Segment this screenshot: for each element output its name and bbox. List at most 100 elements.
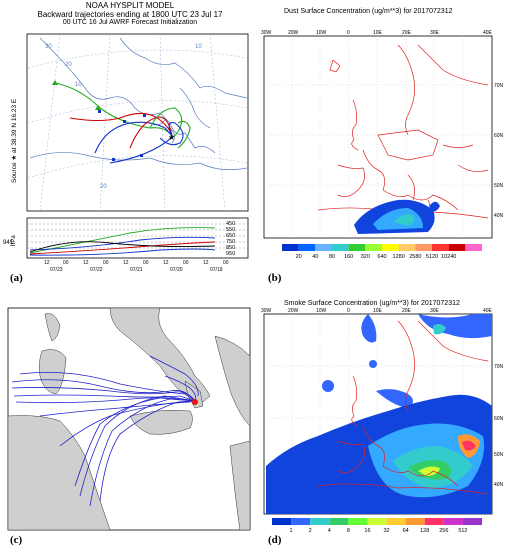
panel-b-label: (b) <box>268 272 282 284</box>
lon-label: 10W <box>316 30 327 36</box>
legend-swatch <box>382 244 399 251</box>
date-tick: 07/23 <box>50 267 63 273</box>
panel-a-source-label: Source ★ at 38.39 N 16.23 E <box>10 98 18 183</box>
legend-label: 640 <box>377 254 386 260</box>
lon-label: 30W <box>261 308 272 314</box>
lat-label: 50N <box>494 183 504 189</box>
legend-label: 128 <box>420 528 429 534</box>
legend-swatch <box>282 244 299 251</box>
hour-tick: 00 <box>223 260 229 266</box>
pressure-tick-850: 850 <box>226 245 235 251</box>
lon-label: 0 <box>347 30 350 36</box>
hour-tick: 12 <box>163 260 169 266</box>
lon-label: 10W <box>316 308 327 314</box>
lon-label: 20W <box>288 308 299 314</box>
panel-a-title-1: NOAA HYSPLIT MODEL <box>85 1 175 10</box>
legend-swatch <box>462 518 482 525</box>
lat-label: 50N <box>494 452 504 458</box>
legend-swatch <box>348 518 368 525</box>
date-tick: 07/20 <box>170 267 183 273</box>
legend-label: 5120 <box>426 254 438 260</box>
legend-swatch <box>398 244 416 251</box>
panel-a-map: 30 20 10 10 20 ★ Source ★ at 38.39 N 16.… <box>3 33 249 273</box>
legend-label: 320 <box>361 254 370 260</box>
legend-label: 4 <box>328 528 331 534</box>
lat-label: 40N <box>494 482 504 488</box>
lon-label: 30W <box>261 30 272 36</box>
lon-label: 20E <box>402 30 412 36</box>
legend-label: 10240 <box>441 254 456 260</box>
panel-c-label: (c) <box>10 534 23 546</box>
lon-label: 40E <box>483 308 493 314</box>
legend-swatch <box>432 244 449 251</box>
legend-swatch <box>272 518 292 525</box>
legend-swatch <box>443 518 463 525</box>
panel-a-map-label-4: 10 <box>195 44 202 50</box>
pressure-tick-750: 750 <box>226 239 235 245</box>
panel-a-title-2: Backward trajectories ending at 1800 UTC… <box>37 10 223 19</box>
panel-b-map: 30W 20W 10W 0 10E 20E 30E 40E 70N 60N 50… <box>261 30 504 260</box>
panel-a-map-label-1: 30 <box>45 44 52 50</box>
legend-label: 1280 <box>393 254 405 260</box>
date-tick: 07/21 <box>130 267 143 273</box>
hour-tick: 00 <box>183 260 189 266</box>
legend-swatch <box>367 518 387 525</box>
svg-text:★: ★ <box>168 133 175 142</box>
panel-a-left-value: 941 <box>3 240 14 246</box>
legend-swatch <box>405 518 425 525</box>
legend-label: 20 <box>296 254 302 260</box>
panel-d-title: Smoke Surface Concentration (ug/m**3) fo… <box>284 300 460 307</box>
legend-label: 8 <box>347 528 350 534</box>
pressure-tick-950: 950 <box>226 251 235 257</box>
legend-swatch <box>415 244 432 251</box>
panel-d-legend: 1 2 4 8 16 32 64 128 256 512 <box>272 518 482 534</box>
legend-label: 32 <box>383 528 389 534</box>
pressure-tick-550: 550 <box>226 227 235 233</box>
date-tick: 07/19 <box>210 267 223 273</box>
lat-label: 60N <box>494 416 504 422</box>
legend-swatch <box>348 244 366 251</box>
panel-a-hpa-label: hPa <box>11 235 17 246</box>
lon-label: 0 <box>347 308 350 314</box>
legend-label: 512 <box>458 528 467 534</box>
legend-swatch <box>424 518 444 525</box>
panel-b-title: Dust Surface Concentration (ug/m**3) for… <box>284 8 453 15</box>
panel-c-map <box>7 307 251 531</box>
legend-swatch <box>332 244 349 251</box>
legend-swatch <box>365 244 382 251</box>
date-tick: 07/22 <box>90 267 103 273</box>
lon-label: 40E <box>483 30 493 36</box>
legend-swatch <box>448 244 466 251</box>
panel-c: (c) <box>0 296 258 550</box>
pressure-tick-450: 450 <box>226 221 235 227</box>
legend-label: 256 <box>439 528 448 534</box>
hour-tick: 00 <box>63 260 69 266</box>
lon-label: 30E <box>430 30 440 36</box>
lon-label: 10E <box>373 30 383 36</box>
panel-d: Smoke Surface Concentration (ug/m**3) fo… <box>258 296 514 550</box>
lat-label: 70N <box>494 364 504 370</box>
legend-label: 16 <box>364 528 370 534</box>
hour-tick: 12 <box>44 260 50 266</box>
lat-label: 40N <box>494 213 504 219</box>
panel-d-label: (d) <box>268 534 282 546</box>
hour-tick: 12 <box>123 260 129 266</box>
legend-label: 2 <box>309 528 312 534</box>
legend-label: 160 <box>344 254 353 260</box>
legend-swatch <box>465 244 482 251</box>
hour-tick: 00 <box>143 260 149 266</box>
panel-a-map-label-2: 20 <box>65 62 72 68</box>
legend-swatch <box>310 518 330 525</box>
lat-label: 70N <box>494 83 504 89</box>
panel-a-title-3: 00 UTC 16 Jul AWRF Forecast Initializati… <box>62 19 198 26</box>
legend-swatch <box>291 518 311 525</box>
lat-label: 60N <box>494 133 504 139</box>
hour-tick: 00 <box>103 260 109 266</box>
panel-a: NOAA HYSPLIT MODEL Backward trajectories… <box>0 0 260 290</box>
panel-a-map-label-5: 20 <box>100 184 107 190</box>
lon-label: 30E <box>430 308 440 314</box>
hour-tick: 12 <box>203 260 209 266</box>
legend-swatch <box>315 244 332 251</box>
panel-b: Dust Surface Concentration (ug/m**3) for… <box>258 0 514 290</box>
legend-label: 2580 <box>409 254 421 260</box>
